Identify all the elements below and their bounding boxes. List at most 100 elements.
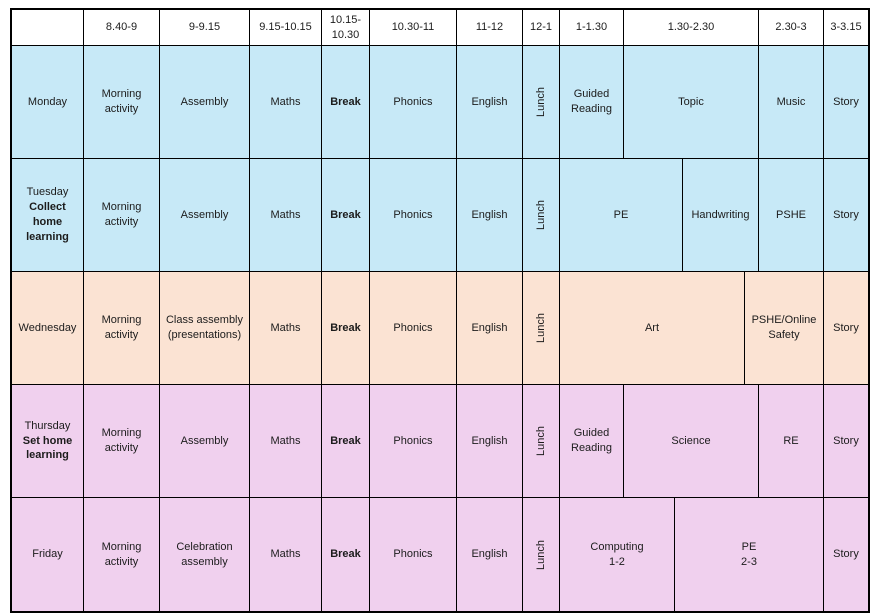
cell-label: Lunch	[534, 539, 547, 570]
cell-label: Phonics	[393, 434, 433, 447]
day-label: Wednesday	[18, 321, 77, 334]
cell-friday-morning-activity: Morning activity	[84, 498, 160, 611]
cell-friday-computing-1-2: Computing 1-2	[560, 498, 675, 611]
row-wednesday: Wednesday Morning activity Class assembly …	[12, 272, 868, 385]
cell-label: RE	[783, 434, 799, 447]
cell-friday-celebration-assembly: Celebration assembly	[160, 498, 250, 611]
cell-label: PE 2-3	[741, 540, 757, 568]
cell-wednesday-pshe-online-safety: PSHE/Online Safety	[745, 272, 824, 385]
timetable-header-row: 8.40-9 9-9.15 9.15-10.15 10.15-10.30 10.30-1…	[12, 10, 868, 46]
day-cell-thursday: Thursday Set home learning	[12, 385, 84, 498]
cell-label: English	[471, 434, 508, 447]
cell-label: Morning activity	[101, 540, 142, 568]
cell-label: Handwriting	[691, 208, 750, 221]
cell-monday-phonics: Phonics	[370, 46, 457, 159]
cell-label: Story	[833, 95, 859, 108]
row-friday: Friday Morning activity Celebration assemb…	[12, 498, 868, 611]
cell-label: Topic	[678, 95, 704, 108]
cell-label: English	[471, 548, 508, 561]
cell-monday-guided-reading: Guided Reading	[560, 46, 624, 159]
cell-wednesday-english: English	[457, 272, 523, 385]
cell-label: Lunch	[534, 200, 547, 230]
time-slot-label: 9.15-10.15	[259, 21, 312, 34]
time-slot-8-40-9: 8.40-9	[84, 10, 160, 46]
cell-thursday-guided-reading: Guided Reading	[560, 385, 624, 498]
cell-monday-english: English	[457, 46, 523, 159]
cell-label: Morning activity	[101, 314, 142, 341]
cell-tuesday-english: English	[457, 159, 523, 272]
day-note: Set home learning	[22, 434, 73, 462]
cell-wednesday-maths: Maths	[250, 272, 322, 385]
cell-label: Break	[330, 95, 361, 108]
cell-wednesday-phonics: Phonics	[370, 272, 457, 385]
day-label: Monday	[27, 95, 68, 108]
cell-label: Story	[833, 321, 859, 334]
cell-label: Science	[671, 434, 711, 447]
time-slot-1-30-2-30: 1.30-2.30	[624, 10, 759, 46]
cell-tuesday-lunch: Lunch	[523, 159, 560, 272]
corner-cell	[12, 10, 84, 46]
cell-thursday-break: Break	[322, 385, 370, 498]
time-slot-9-9-15: 9-9.15	[160, 10, 250, 46]
cell-friday-break: Break	[322, 498, 370, 611]
cell-label: Computing 1-2	[590, 540, 644, 568]
time-slot-label: 12-1	[529, 21, 553, 34]
cell-label: Morning activity	[101, 201, 142, 228]
cell-label: Assembly	[180, 95, 229, 108]
cell-label: Music	[776, 95, 806, 108]
cell-monday-story: Story	[824, 46, 868, 159]
cell-monday-maths: Maths	[250, 46, 322, 159]
cell-label: Art	[644, 321, 660, 334]
cell-wednesday-story: Story	[824, 272, 868, 385]
cell-tuesday-handwriting: Handwriting	[683, 159, 759, 272]
day-cell-wednesday: Wednesday	[12, 272, 84, 385]
cell-monday-assembly: Assembly	[160, 46, 250, 159]
cell-label: Assembly	[180, 208, 229, 221]
cell-label: Guided Reading	[571, 88, 612, 115]
time-slot-2-30-3: 2.30-3	[759, 10, 824, 46]
row-tuesday: Tuesday Collect home learning Morning acti…	[12, 159, 868, 272]
cell-label: PSHE	[776, 208, 806, 221]
cell-label: Maths	[270, 208, 301, 221]
cell-label: Break	[330, 434, 361, 447]
cell-label: Lunch	[534, 313, 547, 343]
cell-label: Maths	[270, 548, 301, 561]
day-cell-tuesday: Tuesday Collect home learning	[12, 159, 84, 272]
cell-label: Lunch	[534, 426, 547, 456]
time-slot-11-12: 11-12	[457, 10, 523, 46]
cell-tuesday-pe: PE	[560, 159, 683, 272]
cell-wednesday-break: Break	[322, 272, 370, 385]
cell-wednesday-lunch: Lunch	[523, 272, 560, 385]
day-note: Collect home learning	[26, 201, 69, 243]
row-monday: Monday Morning activity Assembly Maths Break…	[12, 46, 868, 159]
cell-label: Story	[833, 434, 859, 447]
cell-friday-phonics: Phonics	[370, 498, 457, 611]
cell-friday-english: English	[457, 498, 523, 611]
cell-label: Story	[833, 548, 859, 561]
cell-label: Morning activity	[101, 427, 142, 454]
day-label: Friday	[32, 548, 63, 561]
cell-label: Phonics	[393, 321, 433, 334]
time-slot-label: 10.15-10.30	[329, 13, 362, 41]
cell-tuesday-maths: Maths	[250, 159, 322, 272]
cell-thursday-morning-activity: Morning activity	[84, 385, 160, 498]
cell-thursday-english: English	[457, 385, 523, 498]
time-slot-label: 10.30-11	[391, 21, 435, 34]
time-slot-label: 3-3.15	[830, 21, 862, 34]
cell-label: English	[471, 95, 508, 108]
time-slot-9-15-10-15: 9.15-10.15	[250, 10, 322, 46]
cell-monday-topic: Topic	[624, 46, 759, 159]
cell-label: Assembly	[180, 434, 229, 447]
cell-label: PSHE/Online Safety	[751, 314, 817, 341]
time-slot-label: 1.30-2.30	[667, 21, 715, 34]
cell-label: Maths	[270, 95, 301, 108]
cell-thursday-maths: Maths	[250, 385, 322, 498]
cell-label: Break	[330, 208, 361, 221]
day-cell-monday: Monday	[12, 46, 84, 159]
cell-monday-lunch: Lunch	[523, 46, 560, 159]
time-slot-label: 11-12	[475, 21, 504, 34]
day-label: Tuesday	[26, 186, 69, 199]
cell-wednesday-morning-activity: Morning activity	[84, 272, 160, 385]
cell-wednesday-class-assembly-presentations: Class assembly (presentations)	[160, 272, 250, 385]
time-slot-10-30-11: 10.30-11	[370, 10, 457, 46]
